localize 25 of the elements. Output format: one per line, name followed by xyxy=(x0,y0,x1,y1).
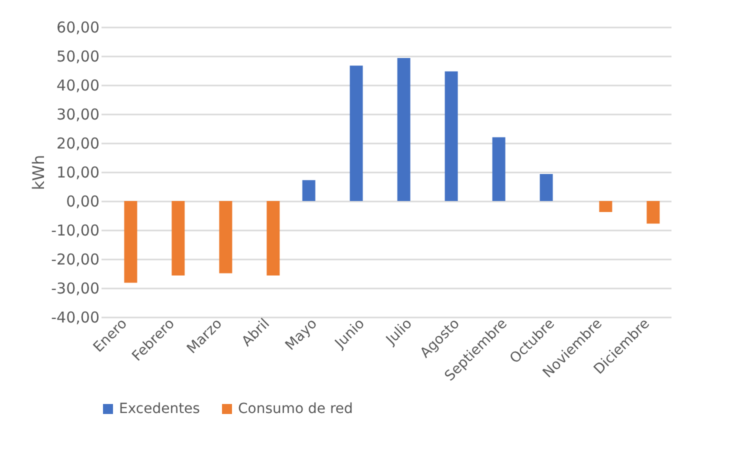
bar xyxy=(302,180,316,201)
bar xyxy=(646,201,660,224)
y-tick-label: -20,00 xyxy=(51,250,100,268)
y-tick-label: 0,00 xyxy=(66,192,100,210)
bar xyxy=(124,201,138,283)
bar xyxy=(172,201,185,276)
y-tick-label: 20,00 xyxy=(56,134,100,152)
bar xyxy=(492,137,506,201)
bar xyxy=(444,71,458,201)
legend-label: Excedentes xyxy=(119,401,200,417)
y-tick-label: 40,00 xyxy=(56,76,100,94)
y-tick-label: 50,00 xyxy=(56,48,100,66)
bar xyxy=(540,174,553,201)
bar xyxy=(266,201,280,276)
y-tick-label: 60,00 xyxy=(56,18,100,36)
y-tick-label: 10,00 xyxy=(56,164,100,182)
y-tick-label: -10,00 xyxy=(51,222,100,240)
bar xyxy=(599,201,612,212)
y-axis-title: kWh xyxy=(29,154,48,190)
legend-label: Consumo de red xyxy=(238,401,353,417)
bar xyxy=(397,58,410,201)
bar xyxy=(350,66,363,201)
y-tick-label: -30,00 xyxy=(51,280,100,298)
y-tick-label: 30,00 xyxy=(56,106,100,124)
bar xyxy=(219,201,232,274)
